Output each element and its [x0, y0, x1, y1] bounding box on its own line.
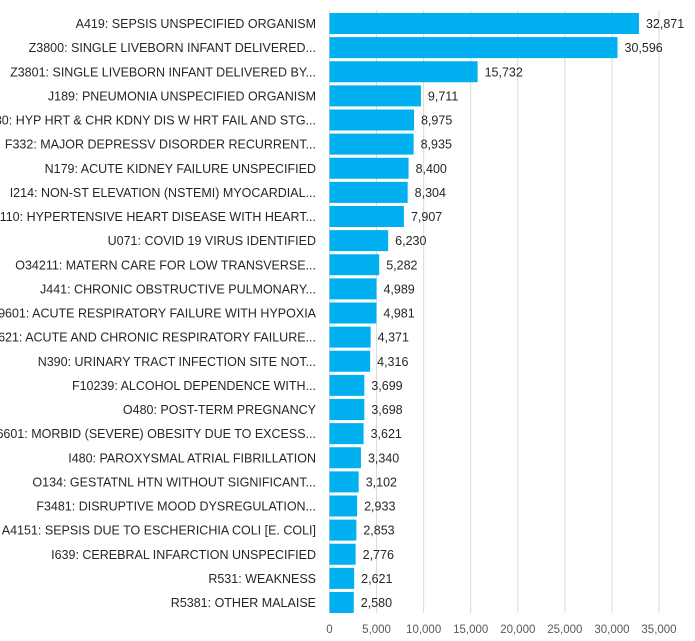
data-label: 2,776	[363, 548, 394, 562]
bars	[329, 13, 639, 613]
category-label: I214: NON-ST ELEVATION (NSTEMI) MYOCARDI…	[10, 186, 316, 200]
category-label: O34211: MATERN CARE FOR LOW TRANSVERSE..…	[15, 258, 316, 272]
x-tick-label: 15,000	[453, 624, 488, 636]
data-label: 6,230	[395, 234, 426, 248]
data-label: 15,732	[485, 65, 523, 79]
data-label: 30,596	[625, 41, 663, 55]
data-label: 2,853	[363, 524, 394, 538]
bar	[329, 567, 355, 589]
data-label: 2,933	[364, 500, 395, 514]
data-label: 9,711	[428, 89, 458, 103]
bar	[329, 543, 356, 565]
bar	[329, 206, 404, 227]
bar	[329, 61, 478, 83]
data-label: 3,340	[368, 451, 399, 465]
bar	[329, 230, 389, 252]
x-tick-label: 35,000	[641, 624, 676, 636]
bar	[329, 471, 359, 493]
data-label: 8,304	[415, 186, 446, 200]
bar	[329, 350, 371, 372]
bar	[329, 37, 618, 59]
bar	[329, 519, 357, 541]
category-label: F3481: DISRUPTIVE MOOD DYSREGULATION...	[36, 500, 316, 514]
bar	[329, 447, 361, 469]
category-label: I639: CEREBRAL INFARCTION UNSPECIFIED	[51, 548, 316, 562]
category-label: I130: HYP HRT & CHR KDNY DIS W HRT FAIL …	[0, 114, 316, 128]
x-tick-label: 0	[326, 624, 332, 636]
bar	[329, 302, 377, 324]
x-tick-label: 25,000	[547, 624, 582, 636]
data-label: 4,316	[377, 355, 408, 369]
bar	[329, 13, 639, 34]
data-label: 8,935	[421, 138, 452, 152]
bar	[329, 133, 414, 155]
data-label: 4,981	[383, 307, 414, 321]
category-label: A4151: SEPSIS DUE TO ESCHERICHIA COLI [E…	[2, 524, 316, 538]
category-label: E6601: MORBID (SEVERE) OBESITY DUE TO EX…	[0, 427, 316, 441]
category-label: J441: CHRONIC OBSTRUCTIVE PULMONARY...	[40, 282, 316, 296]
data-label: 7,907	[411, 210, 442, 224]
category-label: O480: POST-TERM PREGNANCY	[123, 403, 317, 417]
data-label: 3,698	[371, 403, 402, 417]
x-tick-label: 5,000	[362, 624, 391, 636]
category-label: F332: MAJOR DEPRESSV DISORDER RECURRENT.…	[5, 138, 316, 152]
bar	[329, 109, 414, 131]
category-label: Z3801: SINGLE LIVEBORN INFANT DELIVERED …	[10, 65, 316, 79]
bar	[329, 423, 364, 445]
data-label: 8,975	[421, 114, 452, 128]
data-label: 2,621	[361, 572, 392, 586]
bar	[329, 495, 358, 517]
category-label: A419: SEPSIS UNSPECIFIED ORGANISM	[76, 17, 316, 31]
x-tick-label: 30,000	[594, 624, 629, 636]
category-label: I110: HYPERTENSIVE HEART DISEASE WITH HE…	[0, 210, 316, 224]
category-label: N390: URINARY TRACT INFECTION SITE NOT..…	[38, 355, 316, 369]
category-labels: A419: SEPSIS UNSPECIFIED ORGANISM Z3800: …	[0, 17, 317, 610]
bar	[329, 278, 377, 300]
data-label: 4,371	[378, 331, 409, 345]
x-tick-label: 10,000	[406, 624, 441, 636]
bar	[329, 374, 365, 396]
bar	[329, 181, 408, 203]
data-label: 3,621	[371, 427, 402, 441]
category-label: N179: ACUTE KIDNEY FAILURE UNSPECIFIED	[45, 162, 316, 176]
category-label: J9621: ACUTE AND CHRONIC RESPIRATORY FAI…	[0, 331, 316, 345]
data-label: 4,989	[383, 282, 414, 296]
data-label: 32,871	[646, 17, 684, 31]
category-label: U071: COVID 19 VIRUS IDENTIFIED	[108, 234, 316, 248]
bar	[329, 85, 421, 107]
category-label: I480: PAROXYSMAL ATRIAL FIBRILLATION	[68, 451, 316, 465]
category-label: J189: PNEUMONIA UNSPECIFIED ORGANISM	[48, 89, 316, 103]
bar	[329, 399, 365, 420]
data-label: 3,699	[371, 379, 402, 393]
data-label: 3,102	[366, 475, 397, 489]
data-label: 5,282	[386, 258, 417, 272]
bar	[329, 157, 409, 179]
category-label: Z3800: SINGLE LIVEBORN INFANT DELIVERED.…	[29, 41, 316, 55]
x-axis-ticks: 0 5,000 10,000 15,000 20,000 25,000 30,000 35,0…	[326, 624, 676, 636]
category-label: R5381: OTHER MALAISE	[171, 596, 316, 610]
value-labels: 32,871 30,596 15,732 9,711 8,975 8,935 8,400 8,…	[361, 17, 684, 610]
bar	[329, 254, 380, 276]
category-label: R531: WEAKNESS	[208, 572, 316, 586]
data-label: 2,580	[361, 596, 392, 610]
category-label: J9601: ACUTE RESPIRATORY FAILURE WITH HY…	[0, 307, 317, 321]
bar	[329, 592, 354, 613]
data-label: 8,400	[416, 162, 447, 176]
category-label: O134: GESTATNL HTN WITHOUT SIGNIFICANT..…	[32, 475, 316, 489]
bar	[329, 326, 371, 348]
category-label: F10239: ALCOHOL DEPENDENCE WITH...	[72, 379, 316, 393]
x-tick-label: 20,000	[500, 624, 535, 636]
